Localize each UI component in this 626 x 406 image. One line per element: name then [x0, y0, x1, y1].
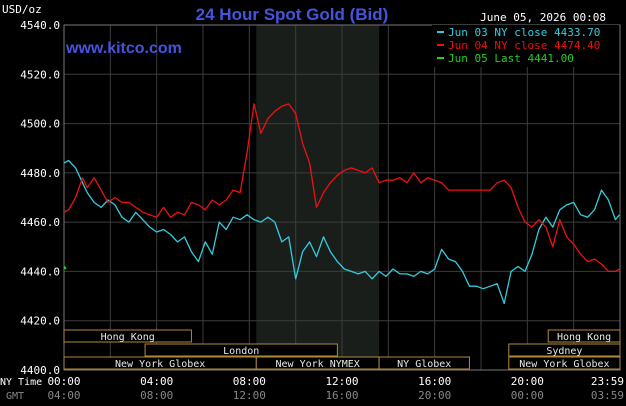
plot-frame	[63, 24, 621, 371]
series-line-3	[64, 265, 67, 270]
legend-box	[432, 25, 619, 67]
session-bar	[547, 329, 621, 343]
session-bar	[378, 356, 470, 370]
y-axis-ticks: 4400.0 4420.0 4440.0 4460.0 4480.0 4500.0 4520…	[20, 19, 60, 377]
x-tick-gmt-label: 03:59	[591, 389, 624, 402]
x-tick-ny-label: 08:00	[233, 375, 266, 388]
series-layer	[64, 103, 620, 305]
session-bar	[63, 329, 192, 343]
x-tick-gmt-label: 00:00	[511, 389, 544, 402]
date-stamp: June 05, 2026 00:08	[480, 11, 606, 24]
x-tick-gmt-label: 12:00	[233, 389, 266, 402]
session-label: New York Globex	[115, 359, 205, 370]
watermark: www.kitco.com	[65, 40, 182, 57]
series-line-1	[64, 159, 620, 305]
legend-label: Jun 03 NY close 4433.70	[448, 26, 600, 39]
y-tick-label: 4460.0	[20, 216, 60, 229]
series-line-2	[64, 103, 620, 273]
session-label: NY Globex	[397, 359, 451, 370]
shaded-session-band	[256, 25, 380, 370]
session-label: Sydney	[546, 346, 582, 357]
legend-label: Jun 04 NY close 4474.40	[448, 39, 600, 52]
session-layer: Hong Kong Hong Kong Sydney London New York G…	[63, 329, 621, 370]
y-tick-label: 4520.0	[20, 68, 60, 81]
session-label: London	[223, 346, 259, 357]
session-label: New York NYMEX	[276, 359, 360, 370]
chart-title: 24 Hour Spot Gold (Bid)	[196, 5, 389, 24]
x-axis-ticks: 00:0004:0004:0008:0008:0012:0012:0016:00…	[47, 375, 624, 402]
y-axis-unit: USD/oz	[2, 3, 42, 16]
legend-label: Jun 05 Last 4441.00	[448, 52, 574, 65]
session-label: Hong Kong	[557, 332, 611, 343]
x-tick-gmt-label: 16:00	[325, 389, 358, 402]
session-bar	[144, 343, 338, 357]
x-tick-ny-label: 04:00	[140, 375, 173, 388]
x-tick-gmt-label: 04:00	[47, 389, 80, 402]
night-band-layer	[256, 25, 380, 370]
x-tick-ny-label: 12:00	[325, 375, 358, 388]
y-tick-label: 4420.0	[20, 315, 60, 328]
x-tick-gmt-label: 20:00	[418, 389, 451, 402]
ny-time-label: NY Time	[0, 377, 42, 388]
session-label: Hong Kong	[101, 332, 155, 343]
y-tick-label: 4440.0	[20, 265, 60, 278]
x-tick-ny-label: 23:59	[591, 375, 624, 388]
y-tick-label: 4400.0	[20, 364, 60, 377]
y-tick-label: 4540.0	[20, 19, 60, 32]
gmt-label: GMT	[6, 391, 24, 402]
x-tick-gmt-label: 08:00	[140, 389, 173, 402]
y-tick-label: 4500.0	[20, 118, 60, 131]
session-bar	[508, 343, 621, 357]
session-bar	[508, 356, 621, 370]
session-label: New York Globex	[519, 359, 609, 370]
x-tick-ny-label: 16:00	[418, 375, 451, 388]
x-tick-ny-label: 20:00	[511, 375, 544, 388]
y-tick-label: 4480.0	[20, 167, 60, 180]
x-tick-ny-label: 00:00	[47, 375, 80, 388]
